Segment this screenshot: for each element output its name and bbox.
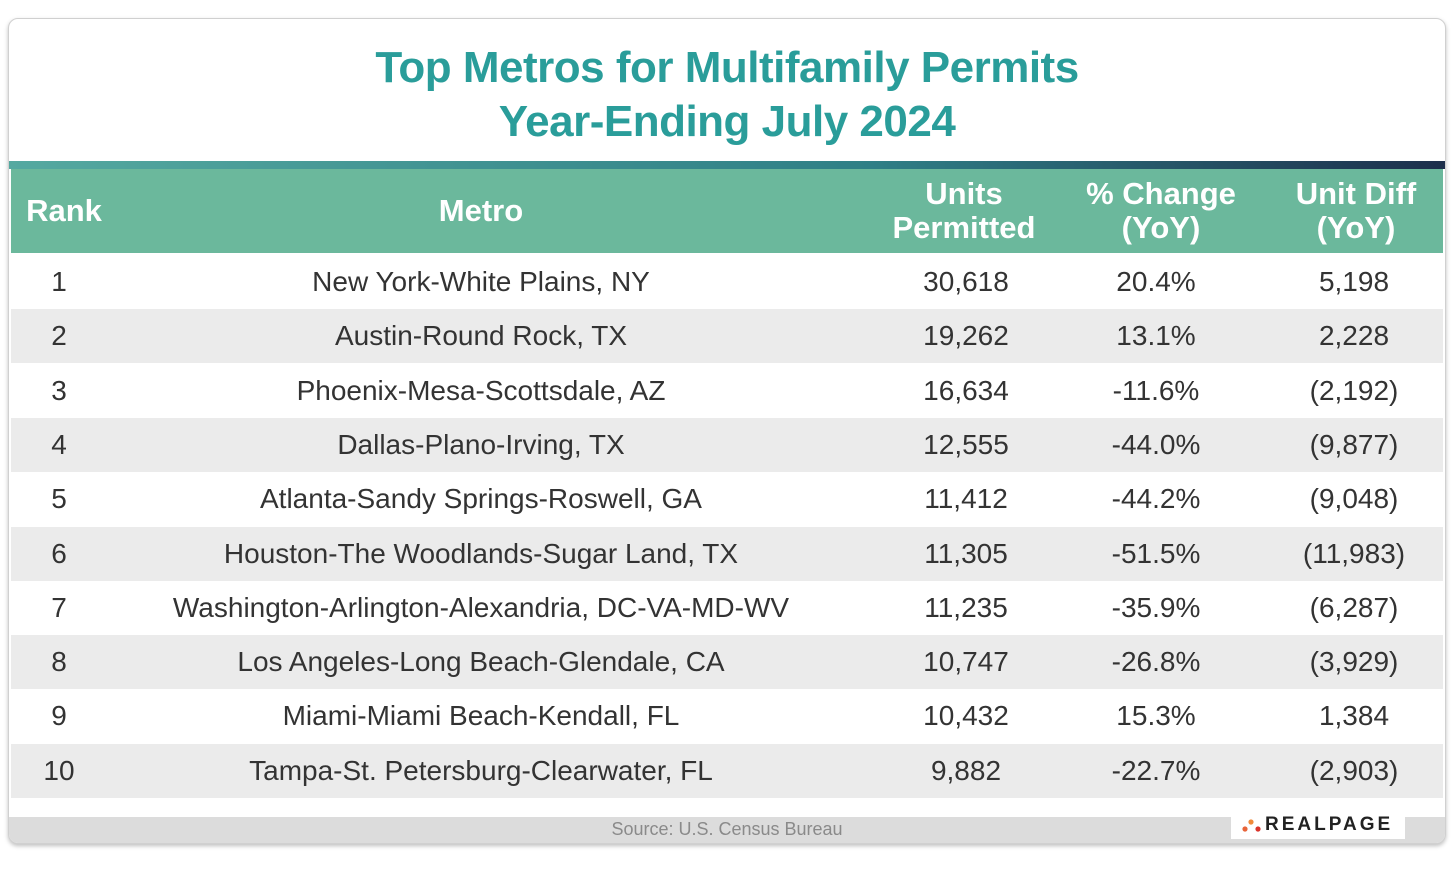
cell: 11,235 [924,591,1008,623]
card: Top Metros for Multifamily Permits Year-E… [8,18,1446,844]
cell: 5 [51,483,67,515]
cell: 13.1% [1116,320,1196,352]
cell: -44.2% [1111,483,1201,515]
cell: (11,983) [1302,537,1406,569]
header-line: Metro [438,193,524,228]
logo-icon [1242,819,1261,832]
cell: (2,903) [1309,754,1399,786]
footer: Source: U.S. Census Bureau [9,817,1445,843]
table-row: 7 Washington-Arlington-Alexandria, DC-VA-… [11,580,1443,635]
cell: 10,747 [923,646,1009,678]
header-line: (YoY) [1121,210,1201,245]
logo-text: REALPAGE [1265,814,1394,835]
cell: 30,618 [923,266,1009,297]
table-row: 10 Tampa-St. Petersburg-Clearwater, FL 9,8… [11,743,1443,798]
cell: 5,198 [1318,266,1390,297]
header-line: % Change [1086,176,1236,211]
cell: (6,287) [1309,591,1399,623]
cell: 9,882 [930,754,1002,786]
cell: 3 [51,374,67,406]
title-line: Top Metros for Multifamily Permits [375,43,1079,92]
cell: 1,384 [1318,700,1390,732]
cell: 15.3% [1116,700,1196,732]
cell: -22.7% [1111,754,1201,786]
table-row: 3 Phoenix-Mesa-Scottsdale, AZ 16,634 -11.6%… [11,363,1443,418]
cell: 1 [51,266,67,297]
cell: 7 [51,591,67,623]
cell: (9,877) [1309,428,1399,460]
cell: 11,305 [924,537,1008,569]
cell: (2,192) [1309,374,1399,406]
column-header: Unit Diff (YoY) [1246,169,1445,253]
table-row: 2 Austin-Round Rock, TX 19,262 13.1% 2,228 [11,309,1443,364]
cell: Houston-The Woodlands-Sugar Land, TX [223,537,739,569]
cell: -44.0% [1111,428,1201,460]
cell: (9,048) [1309,483,1399,515]
cell: 10,432 [923,700,1009,732]
cell: Dallas-Plano-Irving, TX [337,428,625,460]
cell: Atlanta-Sandy Springs-Roswell, GA [260,483,702,515]
column-header: Units Permitted [854,169,1074,253]
cell: 16,634 [923,374,1009,406]
column-header: Rank [9,169,174,253]
cell: (3,929) [1309,646,1399,678]
cell: New York-White Plains, NY [312,266,650,297]
cell: Los Angeles-Long Beach-Glendale, CA [237,646,725,678]
cell: Austin-Round Rock, TX [334,320,628,352]
cell: -35.9% [1111,591,1201,623]
title: Top Metros for Multifamily Permits Year-E… [9,41,1445,149]
cell: 9 [51,700,67,732]
header-line: (YoY) [1316,210,1396,245]
accent-bar [9,161,1445,169]
header-line: Rank [26,193,102,228]
table-row: 9 Miami-Miami Beach-Kendall, FL 10,432 15.3… [11,689,1443,744]
cell: Phoenix-Mesa-Scottsdale, AZ [296,374,666,406]
cell: 6 [51,537,67,569]
cell: 4 [51,428,67,460]
header-line: Unit Diff [1295,176,1417,211]
table-row: 1 New York-White Plains, NY 30,618 20.4% 5,1… [11,255,1443,309]
cell: Miami-Miami Beach-Kendall, FL [282,700,680,732]
table-row: 8 Los Angeles-Long Beach-Glendale, CA 10,7… [11,635,1443,690]
cell: 20.4% [1116,266,1196,297]
table-row: 6 Houston-The Woodlands-Sugar Land, TX 11,… [11,526,1443,581]
cell: 2,228 [1318,320,1390,352]
cell: 10 [43,754,75,786]
logo: REALPAGE [1231,811,1405,839]
cell: 2 [51,320,67,352]
source: Source: U.S. Census Bureau [611,819,843,839]
cell: Tampa-St. Petersburg-Clearwater, FL [249,754,713,786]
cell: -51.5% [1111,537,1201,569]
cell: Washington-Arlington-Alexandria, DC-VA-M… [172,591,790,623]
cell: 8 [51,646,67,678]
title-line: Year-Ending July 2024 [498,97,956,146]
column-header: Metro [371,169,591,253]
header-line: Units [925,176,1003,211]
table-header: Rank Metro Units Permitted% Change (YoY) Unit… [11,169,1443,253]
cell: 12,555 [923,428,1009,460]
cell: -26.8% [1111,646,1201,678]
cell: -11.6% [1112,374,1200,406]
cell: 19,262 [923,320,1009,352]
cell: 11,412 [924,483,1008,515]
table-row: 4 Dallas-Plano-Irving, TX 12,555 -44.0% (9,8… [11,417,1443,472]
table-row: 5 Atlanta-Sandy Springs-Roswell, GA 11,412… [11,472,1443,527]
column-header: % Change (YoY) [1051,169,1271,253]
header-line: Permitted [892,210,1036,245]
